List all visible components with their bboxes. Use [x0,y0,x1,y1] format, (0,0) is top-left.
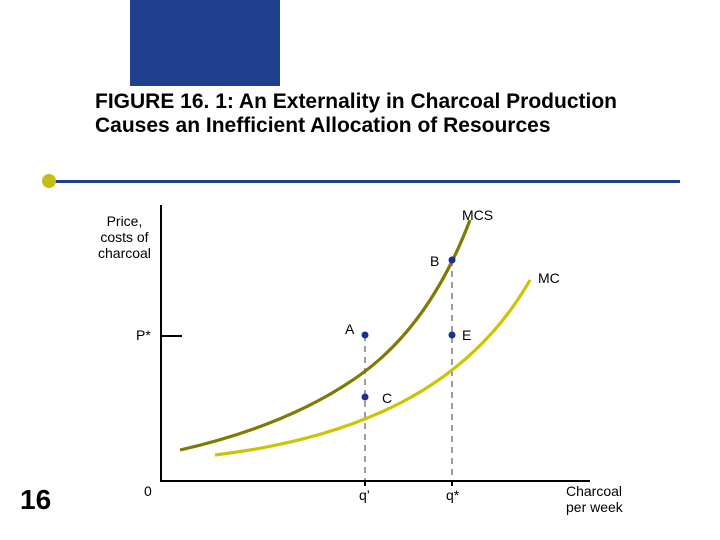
point-A [362,332,369,339]
y-axis-label: Price, costs of charcoal [98,213,151,261]
header-accent-block [130,0,280,86]
externality-chart: Price, costs of charcoal MCS MC B A E C … [160,225,620,505]
point-B [449,257,456,264]
x-axis-label: Charcoal per week [566,483,623,515]
figure-title: FIGURE 16. 1: An Externality in Charcoal… [95,90,675,138]
label-qprime: q’ [359,487,370,503]
drop-lines [365,260,452,480]
tick-qstar [451,480,453,486]
point-C [362,394,369,401]
label-B: B [430,253,439,269]
title-underline [50,180,680,183]
title-bullet-icon [42,174,56,188]
tick-qprime [364,480,366,486]
point-E [449,332,456,339]
label-origin: 0 [144,483,152,499]
mc-label: MC [538,270,560,286]
label-A: A [345,321,354,337]
label-E: E [462,327,471,343]
label-C: C [382,390,392,406]
slide: { "header": { "block": { "left": 130, "t… [0,0,720,540]
label-Pstar: P* [136,327,151,343]
mcs-label: MCS [462,207,493,223]
title-wrap: FIGURE 16. 1: An Externality in Charcoal… [95,90,675,138]
chart-svg [160,225,620,505]
mcs-curve [180,220,470,450]
label-qstar: q* [446,487,459,503]
page-number: 16 [20,484,51,516]
